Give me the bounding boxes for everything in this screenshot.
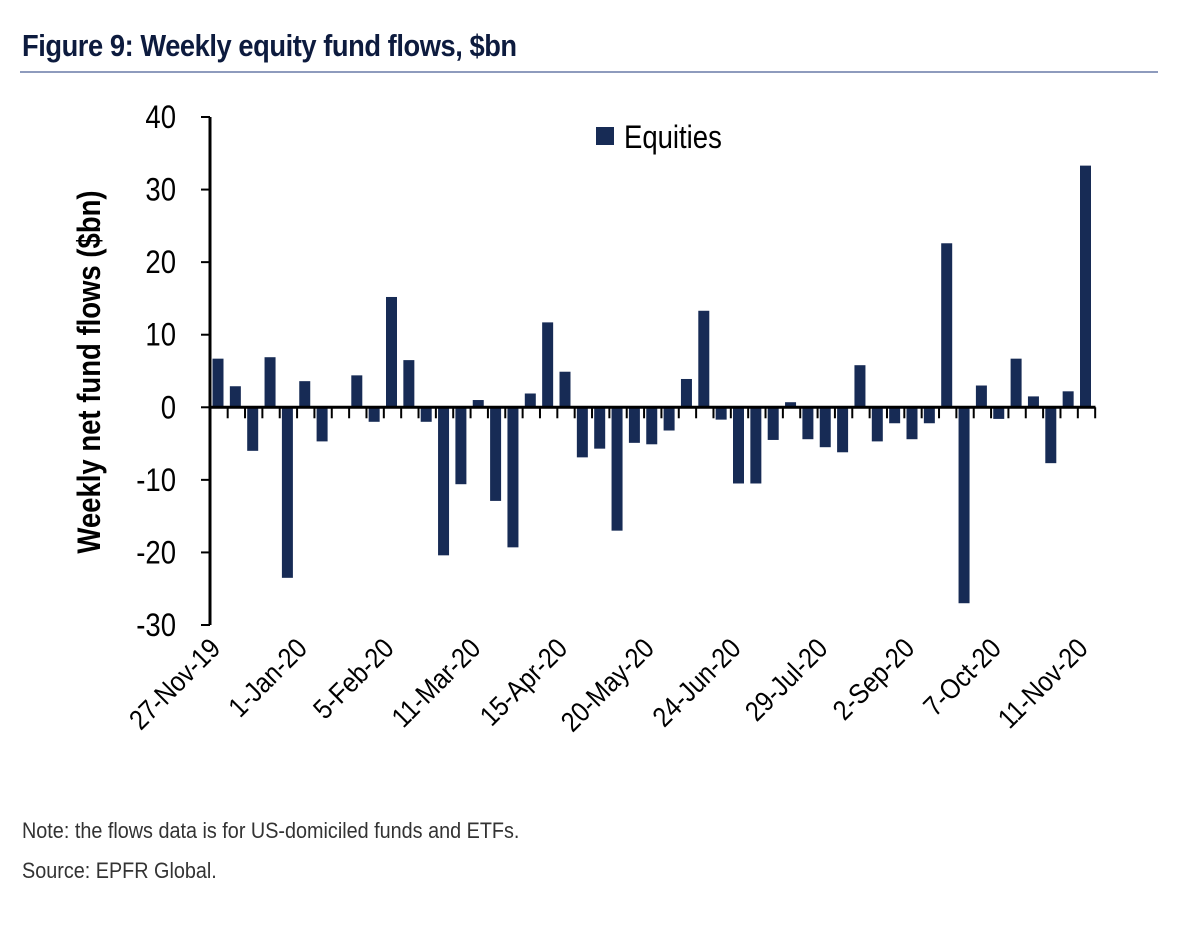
bar (854, 365, 866, 408)
x-tick-label: 29-Jul-20 (739, 632, 834, 727)
bar (906, 407, 918, 440)
bar (420, 407, 432, 422)
x-tick-label: 2-Sep-20 (826, 632, 920, 726)
bar (1062, 391, 1074, 408)
bar (507, 407, 519, 548)
bar (819, 407, 831, 448)
y-tick-label: -20 (136, 536, 176, 571)
bar (750, 407, 762, 484)
bar (281, 407, 293, 578)
legend-swatch (596, 127, 614, 145)
y-tick-label: -10 (136, 463, 176, 498)
bar (646, 407, 658, 445)
bar (941, 243, 953, 408)
x-tick-label: 24-Jun-20 (646, 632, 747, 733)
bar (247, 407, 259, 451)
y-tick-label: 20 (145, 245, 176, 280)
bar (576, 407, 588, 458)
y-tick-label: 10 (145, 318, 176, 353)
bar (559, 371, 571, 408)
bar (628, 407, 640, 443)
x-tick-label: 27-Nov-19 (123, 632, 227, 736)
bar (386, 296, 397, 408)
bar (680, 378, 692, 408)
bar (871, 407, 883, 442)
bar (1027, 396, 1039, 408)
bar (733, 407, 744, 484)
bar (264, 357, 276, 408)
bar (594, 407, 606, 449)
legend-label: Equities (624, 120, 722, 155)
bar (611, 407, 623, 531)
bar (472, 400, 484, 408)
x-tick-label: 1-Jan-20 (222, 632, 313, 723)
bar (785, 402, 797, 408)
bar (923, 407, 935, 424)
bar (316, 407, 328, 442)
bar (889, 407, 901, 424)
x-tick-label: 11-Mar-20 (385, 632, 487, 734)
bar (403, 360, 415, 408)
x-tick-label: 20-May-20 (554, 632, 660, 738)
bar (975, 385, 987, 408)
bar (351, 375, 363, 408)
bar (229, 386, 241, 408)
figure-title: Figure 9: Weekly equity fund flows, $bn (22, 28, 517, 63)
bar (455, 407, 467, 485)
bar (368, 407, 380, 422)
bar (524, 393, 536, 408)
y-axis-label: Weekly net fund flows ($bn) (72, 190, 107, 553)
bar (1010, 358, 1022, 408)
bar (299, 381, 311, 408)
x-tick-label: 11-Nov-20 (991, 632, 1094, 735)
title-rule (20, 71, 1158, 73)
bar (767, 407, 779, 440)
bar (663, 407, 675, 431)
bar (993, 407, 1005, 419)
bar (837, 407, 849, 453)
bar (438, 407, 450, 556)
chart-note: Note: the flows data is for US-domiciled… (22, 818, 520, 843)
y-tick-label: 30 (145, 173, 176, 208)
bar (958, 407, 970, 604)
bar (490, 407, 502, 501)
bar (1080, 165, 1091, 408)
bar (212, 358, 224, 408)
y-tick-label: 40 (145, 100, 176, 135)
y-tick-label: 0 (161, 390, 176, 425)
bar (698, 310, 710, 408)
y-tick-label: -30 (136, 608, 176, 643)
bar (542, 322, 554, 408)
chart-source: Source: EPFR Global. (22, 858, 217, 883)
bar (715, 407, 727, 420)
bar (1045, 407, 1057, 464)
bar (802, 407, 814, 440)
